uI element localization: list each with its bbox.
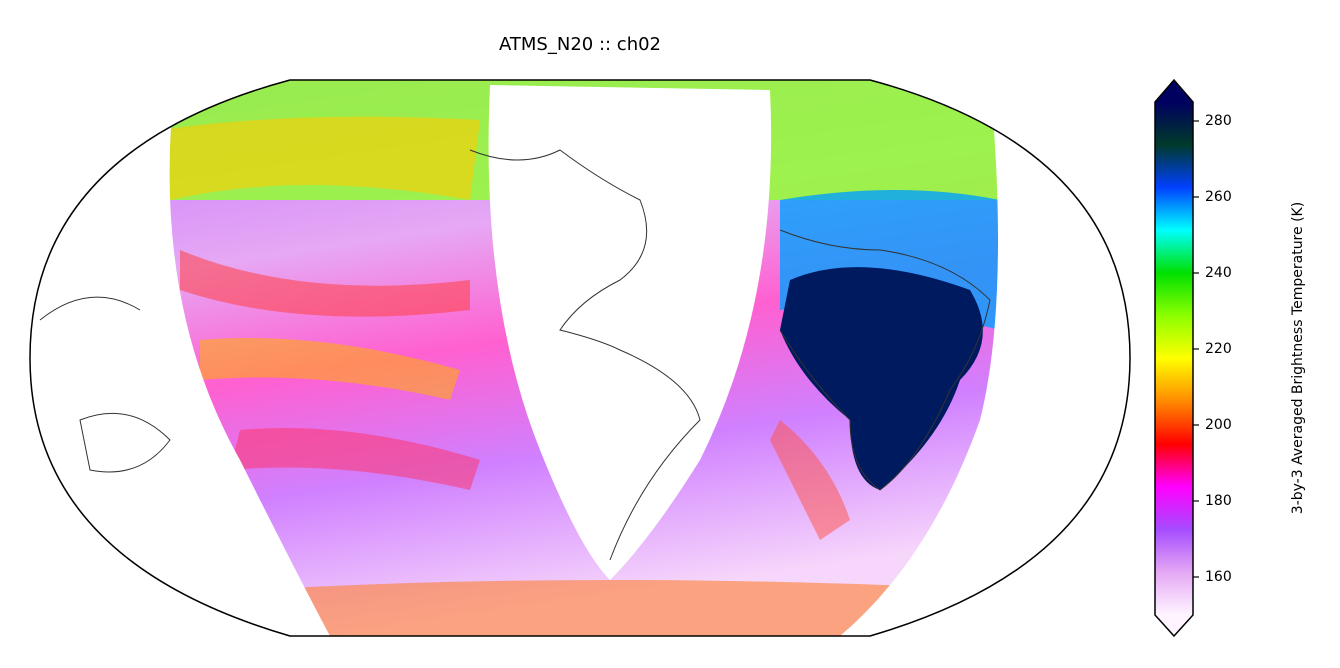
colorbar-tick-label: 200 — [1205, 417, 1232, 433]
colorbar-extension — [1155, 615, 1193, 636]
colorbar-tick-label: 160 — [1205, 569, 1232, 585]
colorbar-tick-label: 240 — [1205, 265, 1232, 281]
coastlines — [39, 149, 991, 561]
map-body — [30, 80, 1130, 636]
streak — [200, 338, 460, 400]
streak — [230, 428, 480, 490]
colorbar-outline — [1154, 78, 1194, 638]
africa — [780, 267, 983, 490]
colorbar: 160 180 200 220 240 260 280 — [1154, 78, 1232, 638]
no-data — [30, 80, 330, 636]
no-data — [840, 80, 1130, 636]
streak — [770, 420, 850, 540]
streak — [180, 250, 470, 317]
colorbar-tick-label: 180 — [1205, 493, 1232, 509]
colorbar-extension — [1155, 80, 1193, 102]
map-title: ATMS_N20 :: ch02 — [499, 34, 661, 55]
colorbar-tick-label: 220 — [1205, 341, 1232, 357]
northern-band — [160, 116, 480, 200]
no-data — [488, 85, 772, 580]
colorbar-fill — [1155, 102, 1193, 615]
map-outline — [29, 79, 1131, 637]
colorbar-tick-label: 280 — [1205, 113, 1232, 129]
colorbar-label: 3-by-3 Averaged Brightness Temperature (… — [1290, 202, 1306, 514]
southern-band — [250, 580, 1000, 636]
colorbar-tick-label: 260 — [1205, 189, 1232, 205]
